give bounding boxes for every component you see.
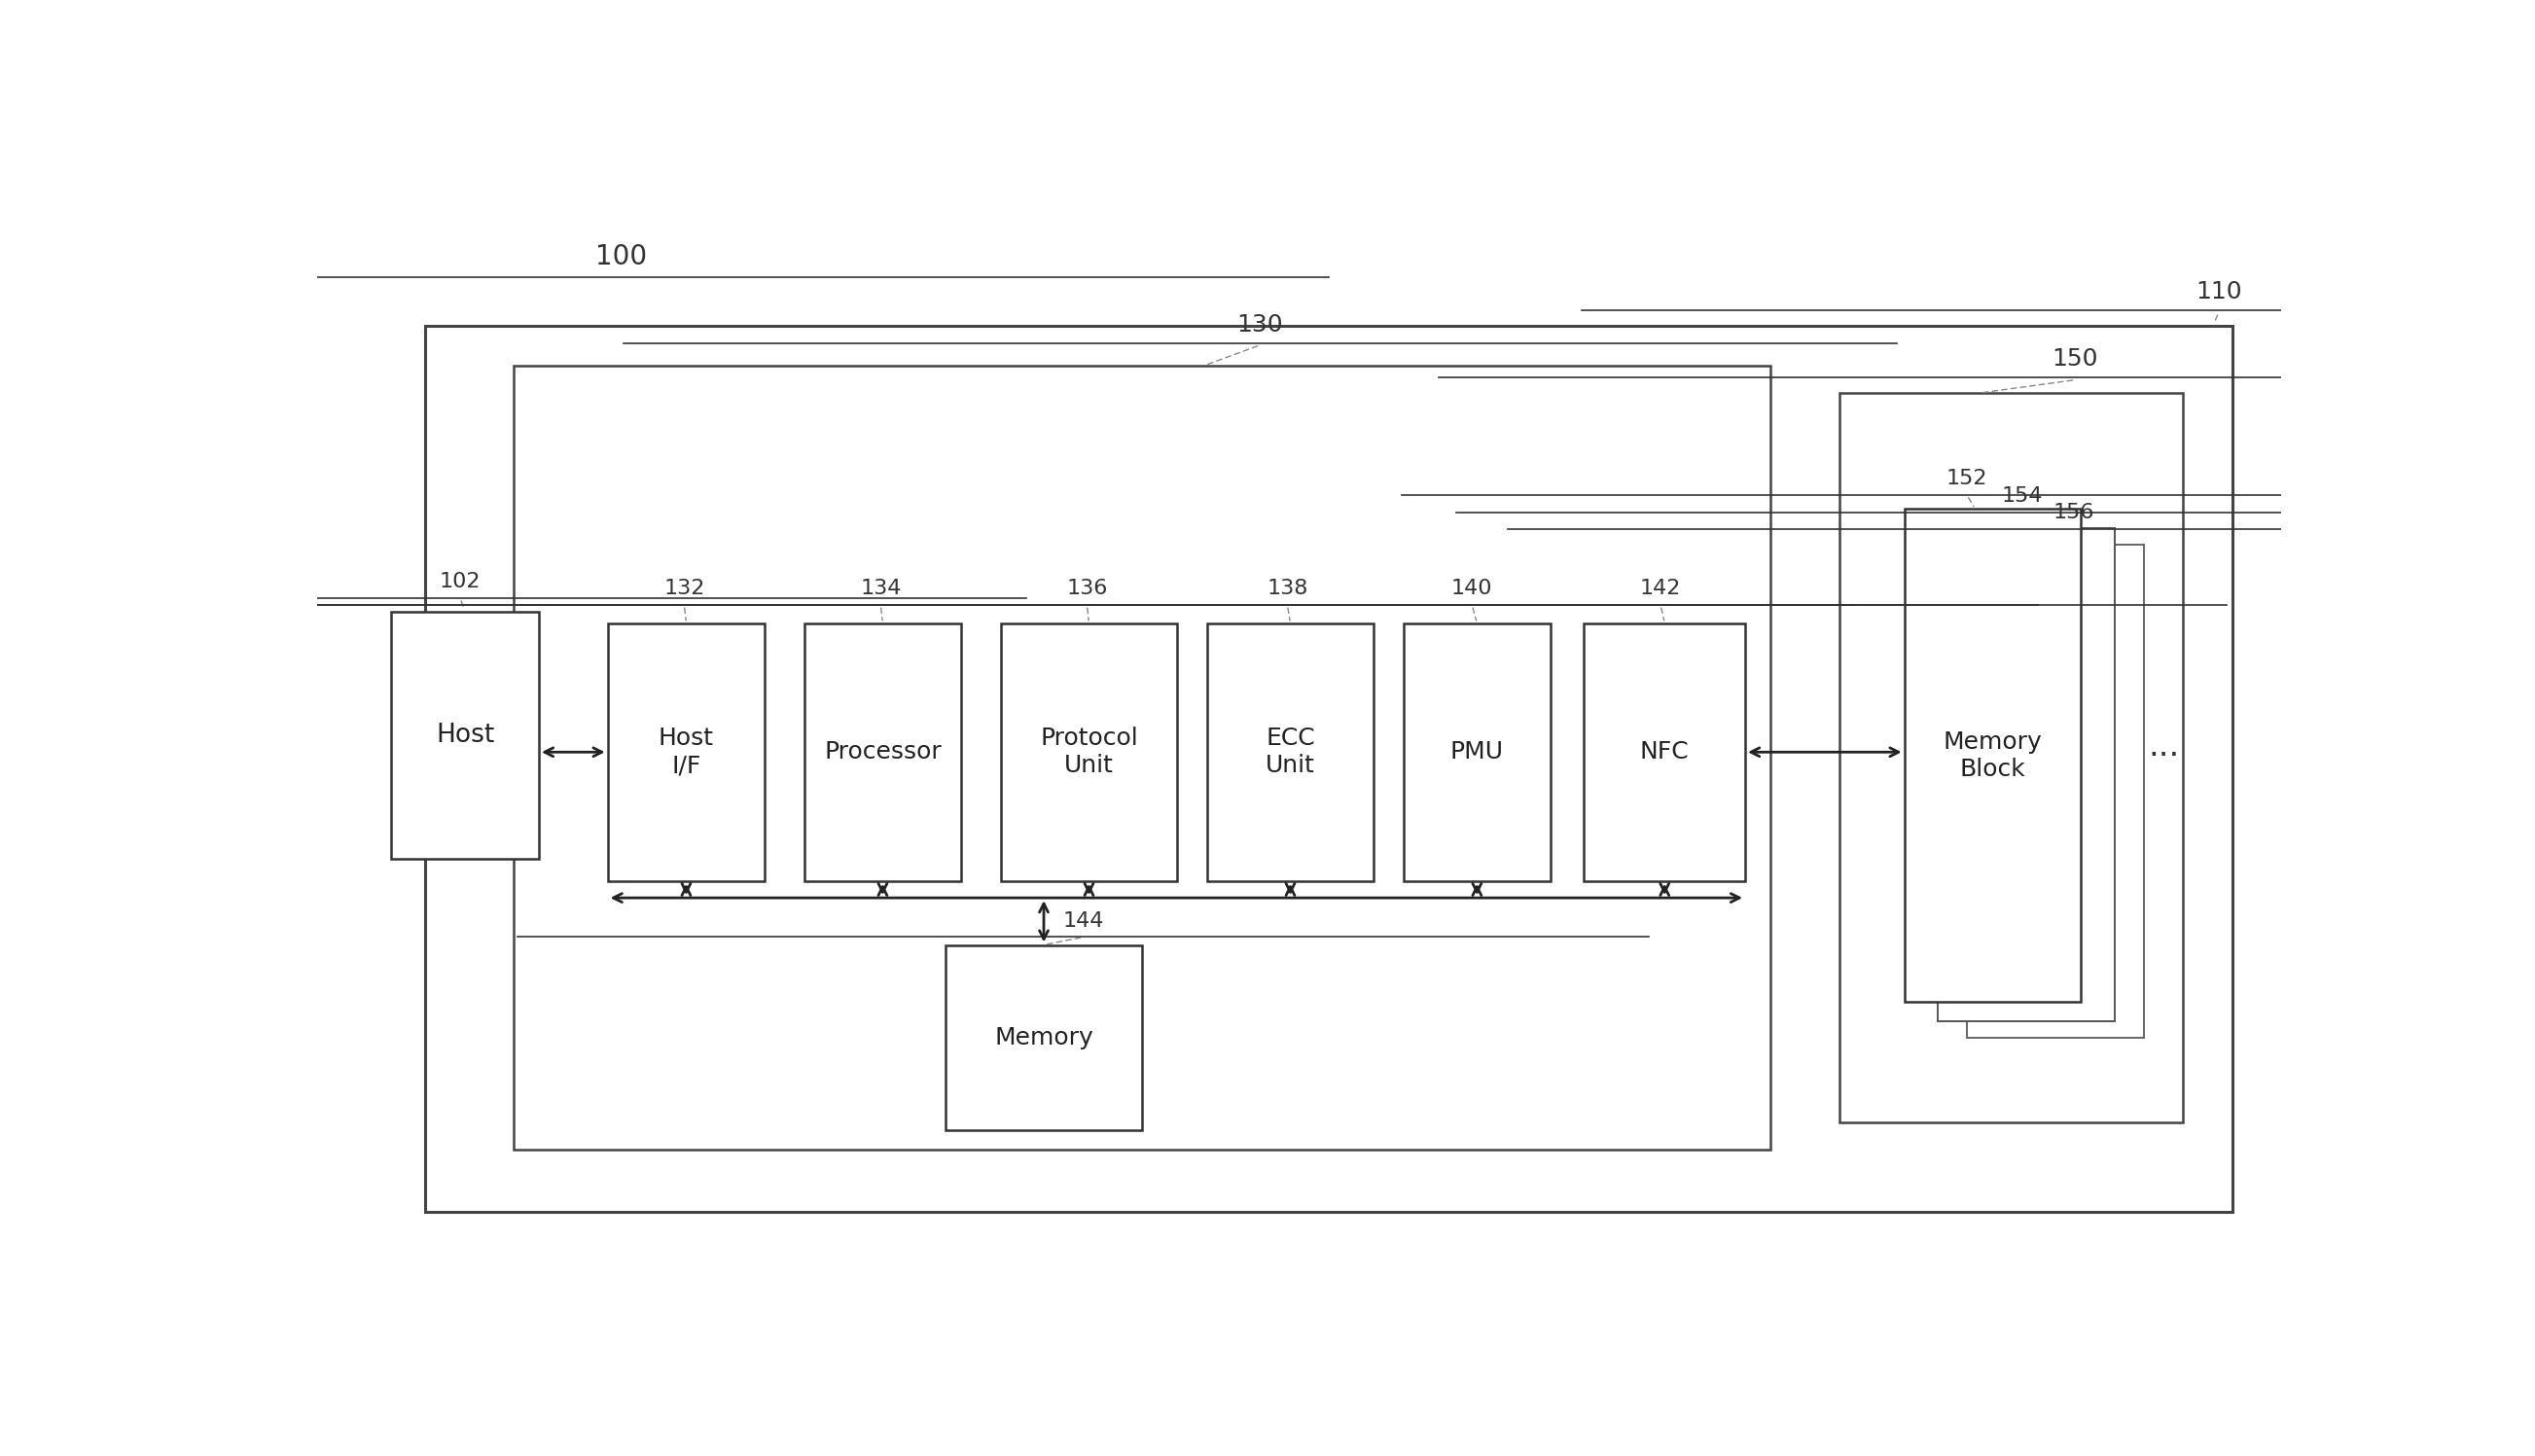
Text: Host
I/F: Host I/F bbox=[659, 727, 715, 778]
Text: 132: 132 bbox=[664, 579, 705, 598]
Text: 134: 134 bbox=[859, 579, 902, 598]
Text: 142: 142 bbox=[1640, 579, 1681, 598]
Bar bbox=[1904, 508, 2081, 1002]
Text: Memory
Block: Memory Block bbox=[1944, 731, 2043, 780]
Text: 150: 150 bbox=[2053, 348, 2099, 371]
Text: ...: ... bbox=[2147, 731, 2180, 763]
Text: 140: 140 bbox=[1453, 579, 1493, 598]
Text: 156: 156 bbox=[2053, 502, 2094, 523]
Text: ECC
Unit: ECC Unit bbox=[1265, 727, 1316, 778]
Text: 152: 152 bbox=[1947, 469, 1987, 489]
Bar bbox=[1404, 623, 1551, 881]
Bar bbox=[426, 326, 2233, 1211]
Bar bbox=[1840, 393, 2183, 1123]
Text: PMU: PMU bbox=[1450, 741, 1503, 764]
Text: Processor: Processor bbox=[824, 741, 940, 764]
Text: 144: 144 bbox=[1062, 911, 1103, 930]
Text: Host: Host bbox=[436, 722, 494, 748]
Bar bbox=[1001, 623, 1176, 881]
Text: 102: 102 bbox=[439, 572, 482, 591]
Bar bbox=[1584, 623, 1744, 881]
Bar bbox=[1937, 529, 2114, 1021]
Bar bbox=[390, 612, 540, 859]
Text: 154: 154 bbox=[2003, 486, 2043, 505]
Bar bbox=[804, 623, 961, 881]
Bar bbox=[946, 945, 1143, 1130]
Text: 136: 136 bbox=[1067, 579, 1108, 598]
Bar bbox=[1207, 623, 1374, 881]
Text: 130: 130 bbox=[1237, 313, 1283, 336]
Bar bbox=[512, 365, 1769, 1150]
Text: 100: 100 bbox=[596, 243, 646, 269]
Text: NFC: NFC bbox=[1640, 741, 1688, 764]
Text: Protocol
Unit: Protocol Unit bbox=[1039, 727, 1138, 778]
Bar bbox=[608, 623, 766, 881]
Text: 110: 110 bbox=[2195, 281, 2241, 304]
Text: Memory: Memory bbox=[994, 1025, 1093, 1050]
Text: 138: 138 bbox=[1268, 579, 1308, 598]
Bar bbox=[1967, 545, 2145, 1038]
